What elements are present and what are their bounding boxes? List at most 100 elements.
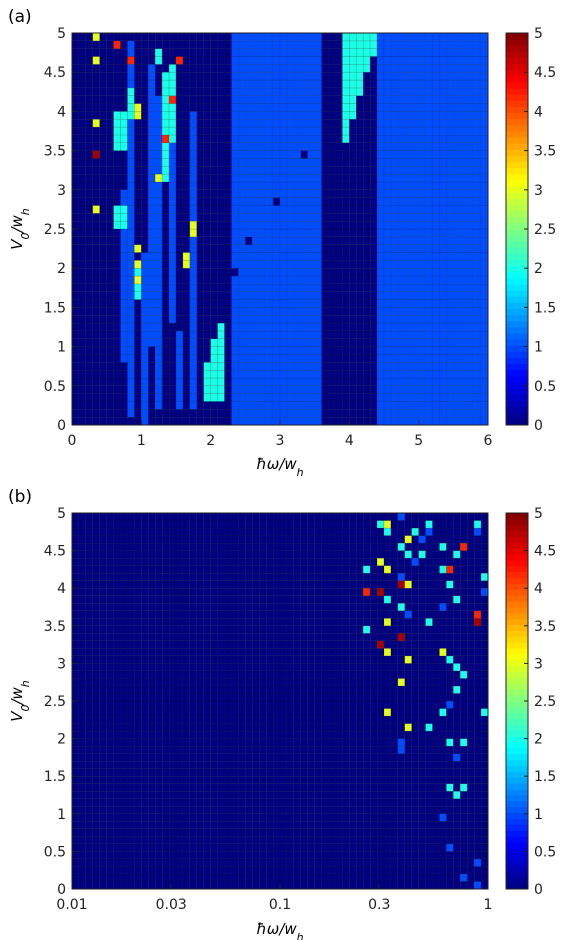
heatmap-cell bbox=[92, 648, 100, 657]
heatmap-cell bbox=[473, 134, 482, 144]
heatmap-cell bbox=[466, 798, 475, 807]
heatmap-cell bbox=[342, 48, 350, 57]
heatmap-cell bbox=[113, 79, 121, 89]
heatmap-cell bbox=[196, 244, 204, 253]
heatmap-cell bbox=[418, 307, 426, 316]
heatmap-cell bbox=[258, 79, 267, 89]
heatmap-cell bbox=[349, 723, 357, 732]
heatmap-cell bbox=[71, 377, 80, 387]
heatmap-cell bbox=[265, 655, 274, 664]
heatmap-cell bbox=[265, 678, 274, 687]
heatmap-cell bbox=[78, 745, 87, 754]
heatmap-cell bbox=[425, 236, 433, 245]
heatmap-cell bbox=[78, 260, 87, 269]
heatmap-cell bbox=[154, 330, 163, 340]
heatmap-cell bbox=[210, 244, 218, 253]
heatmap-cell bbox=[432, 828, 440, 837]
heatmap-cell bbox=[238, 715, 246, 724]
heatmap-cell bbox=[356, 723, 364, 732]
heatmap-cell bbox=[279, 338, 288, 347]
heatmap-cell bbox=[99, 181, 107, 191]
heatmap-cell bbox=[293, 843, 302, 852]
heatmap-cell bbox=[175, 678, 184, 687]
heatmap-cell bbox=[480, 708, 489, 717]
heatmap-cell bbox=[342, 369, 350, 379]
heatmap-cell bbox=[134, 87, 142, 96]
heatmap-cell bbox=[411, 330, 419, 340]
colorbar-tick-label: 3 bbox=[534, 183, 543, 199]
heatmap-cell bbox=[85, 56, 94, 65]
heatmap-cell bbox=[425, 181, 433, 191]
heatmap-cell bbox=[99, 291, 107, 300]
heatmap-cell bbox=[279, 783, 288, 792]
heatmap-cell bbox=[196, 181, 204, 191]
heatmap-cell bbox=[279, 354, 288, 363]
heatmap-cell bbox=[473, 71, 482, 81]
heatmap-cell bbox=[120, 730, 128, 739]
heatmap-cell bbox=[321, 655, 329, 664]
heatmap-cell bbox=[314, 843, 322, 852]
heatmap-cell bbox=[321, 385, 329, 394]
heatmap-cell bbox=[369, 322, 378, 332]
heatmap-cell bbox=[265, 79, 274, 89]
heatmap-cell bbox=[78, 236, 87, 245]
heatmap-cell bbox=[258, 166, 267, 175]
y-tick-label: 3 bbox=[57, 183, 66, 199]
heatmap-cell bbox=[342, 103, 350, 112]
heatmap-cell bbox=[425, 205, 433, 214]
heatmap-cell bbox=[439, 670, 447, 679]
heatmap-cell bbox=[148, 873, 156, 882]
heatmap-cell bbox=[203, 205, 211, 214]
heatmap-cell bbox=[335, 790, 343, 800]
heatmap-cell bbox=[369, 236, 378, 245]
heatmap-cell bbox=[356, 299, 364, 308]
heatmap-cell bbox=[439, 843, 447, 852]
heatmap-cell bbox=[141, 228, 149, 238]
heatmap-cell bbox=[473, 385, 482, 394]
heatmap-cell bbox=[307, 401, 315, 410]
heatmap-cell bbox=[168, 678, 177, 687]
heatmap-cell bbox=[272, 338, 281, 347]
heatmap-cell bbox=[245, 275, 253, 285]
heatmap-cell bbox=[376, 768, 385, 777]
heatmap-cell bbox=[272, 166, 281, 175]
heatmap-cell bbox=[252, 708, 260, 717]
heatmap-cell bbox=[404, 715, 412, 724]
heatmap-cell bbox=[168, 71, 177, 81]
heatmap-cell bbox=[92, 158, 100, 167]
heatmap-cell bbox=[203, 32, 211, 42]
heatmap-cell bbox=[453, 71, 461, 81]
heatmap-cell bbox=[362, 843, 371, 852]
heatmap-cell bbox=[196, 768, 204, 777]
heatmap-cell bbox=[362, 150, 371, 159]
heatmap-cell bbox=[439, 738, 447, 747]
heatmap-cell bbox=[418, 205, 426, 214]
colorbar-segment bbox=[506, 376, 528, 383]
heatmap-cell bbox=[252, 362, 260, 371]
heatmap-cell bbox=[418, 346, 426, 355]
heatmap-cell bbox=[418, 851, 426, 860]
heatmap-cell bbox=[473, 821, 482, 830]
heatmap-cell bbox=[342, 873, 350, 882]
heatmap-cell bbox=[314, 783, 322, 792]
heatmap-cell bbox=[238, 103, 246, 112]
heatmap-cell bbox=[245, 40, 253, 49]
heatmap-cell bbox=[141, 244, 149, 253]
heatmap-cell bbox=[376, 354, 385, 363]
heatmap-cell bbox=[203, 730, 211, 739]
heatmap-cell bbox=[439, 760, 447, 769]
heatmap-cell bbox=[349, 267, 357, 277]
heatmap-cell bbox=[175, 416, 184, 426]
heatmap-cell bbox=[286, 873, 295, 882]
heatmap-cell bbox=[265, 71, 274, 81]
heatmap-cell bbox=[141, 708, 149, 717]
heatmap-cell bbox=[210, 134, 218, 144]
heatmap-cell bbox=[376, 307, 385, 316]
heatmap-cell bbox=[175, 314, 184, 324]
heatmap-cell bbox=[148, 213, 156, 222]
heatmap-cell bbox=[362, 790, 371, 800]
heatmap-cell bbox=[369, 670, 378, 679]
heatmap-cell bbox=[342, 275, 350, 285]
heatmap-cell bbox=[127, 111, 135, 120]
heatmap-cell bbox=[85, 71, 94, 81]
